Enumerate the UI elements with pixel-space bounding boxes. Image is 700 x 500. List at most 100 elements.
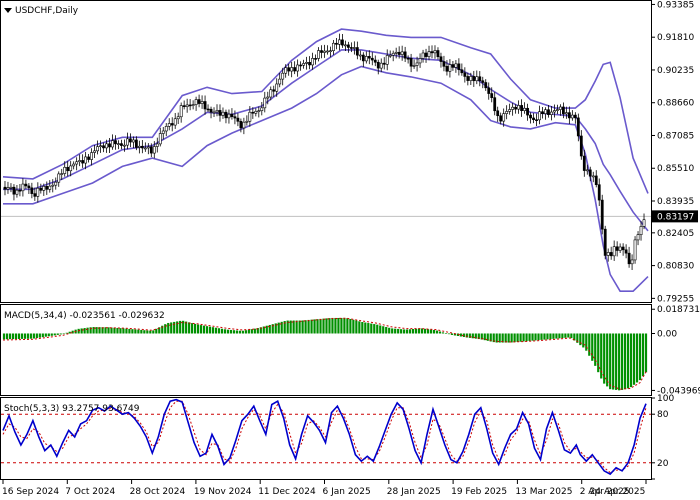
macd-histogram-bar [379,325,382,334]
candle-body [538,111,541,121]
price-tick-label: 0.93385 [657,0,694,10]
macd-histogram-bar [438,331,442,334]
candle-body [358,54,362,57]
candle-body [296,64,300,72]
candle-body [585,169,589,172]
macd-histogram-bar [334,317,337,334]
macd-histogram-bar [516,333,519,342]
price-tick-label: 0.80830 [657,262,694,272]
candle-body [203,101,207,110]
candle-body [197,99,201,104]
macd-histogram-bar [420,328,424,334]
candle-body [179,105,183,118]
candle-body [3,186,7,190]
macd-histogram-bar [501,333,504,343]
macd-histogram-bar [47,333,50,337]
macd-histogram-bar [38,333,41,338]
candle-body [502,113,506,122]
candle-body [493,97,497,112]
macd-histogram-bar [241,330,244,334]
candle-body [352,47,356,49]
macd-histogram-bar [564,333,567,338]
macd-histogram-bar [41,333,44,338]
candle-body [155,143,159,147]
macd-histogram-bar [531,333,534,341]
macd-histogram-bar [182,320,185,334]
candle-body [57,173,61,183]
candle-body [579,135,583,157]
x-tick-label: 2 Apr 2025 [580,487,630,497]
macd-histogram-bar [525,333,528,342]
candle-body [439,56,443,62]
candle-body [263,97,267,109]
candle-body [433,50,437,54]
candle-body [200,101,204,104]
symbol-menu-arrow-icon[interactable] [4,8,12,13]
candle-body [248,111,252,122]
macd-histogram-bar [202,325,206,334]
candle-body [72,163,76,167]
candle-body [15,189,19,195]
candle-body [341,39,344,46]
candle-body [290,67,294,72]
candle-body [385,55,389,65]
macd-histogram-bar [295,320,298,334]
macd-histogram-bar [191,323,194,334]
candle-body [84,156,88,164]
macd-histogram-bar [510,333,513,343]
candle-body [182,105,186,108]
candle-body [120,143,123,146]
macd-histogram-bar [298,320,301,334]
macd-histogram-bar [68,331,71,334]
candle-body [51,184,55,187]
candle-body [642,219,646,227]
macd-histogram-bar [179,320,182,334]
macd-histogram-bar [644,333,648,373]
candle-body [176,116,180,120]
macd-histogram-bar [328,318,331,334]
macd-histogram-bar [567,333,570,338]
candle-body [137,145,141,148]
candle-body [6,187,10,190]
macd-histogram-bar [155,328,158,334]
macd-histogram-bar [459,333,462,337]
macd-histogram-bar [310,319,313,334]
candle-body [24,183,28,187]
candle-body [591,175,595,178]
macd-histogram-bar [44,333,47,337]
macd-histogram-bar [250,329,253,334]
macd-histogram-bar [400,329,403,334]
macd-histogram-bar [113,327,116,334]
macd-histogram-bar [86,327,89,334]
candle-body [532,117,535,120]
macd-histogram-bar [349,318,352,334]
candle-body [293,67,297,72]
candle-body [164,126,168,132]
macd-histogram-bar [588,333,591,356]
macd-histogram-bar [364,322,367,334]
bollinger-upper-line [2,28,649,194]
candle-body [561,106,565,115]
macd-histogram-bar [289,320,292,334]
macd-histogram-bar [331,317,334,334]
candle-body [335,42,338,45]
macd-histogram-bar [280,321,283,334]
macd-histogram-bar [483,333,486,341]
macd-histogram-bar [358,321,361,334]
macd-histogram-bar [367,323,370,334]
macd-histogram-bar [265,325,268,334]
candle-body [415,62,419,66]
candle-body [481,80,485,83]
macd-histogram-bar [582,333,585,348]
candle-body [379,62,383,69]
macd-histogram-bar [621,333,624,390]
candle-body [412,65,416,67]
candle-body [320,50,323,53]
macd-histogram-bar [376,324,379,334]
x-tick-label: 6 Jan 2025 [323,487,371,497]
candle-body [567,112,571,119]
macd-histogram-bar [53,333,56,336]
macd-histogram-bar [14,333,18,340]
candle-body [87,156,91,160]
